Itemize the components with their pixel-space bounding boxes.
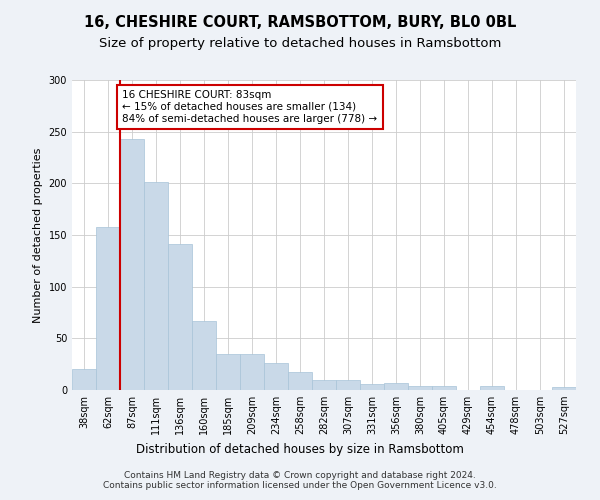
Text: Contains HM Land Registry data © Crown copyright and database right 2024.
Contai: Contains HM Land Registry data © Crown c…	[103, 470, 497, 490]
Bar	[408, 386, 432, 390]
Bar	[72, 370, 96, 390]
Bar	[168, 244, 192, 390]
Bar	[264, 363, 288, 390]
Text: Distribution of detached houses by size in Ramsbottom: Distribution of detached houses by size …	[136, 442, 464, 456]
Bar	[480, 386, 504, 390]
Bar	[312, 380, 336, 390]
Bar	[552, 387, 576, 390]
Bar	[288, 372, 312, 390]
Bar	[120, 139, 144, 390]
Bar	[384, 383, 408, 390]
Bar	[96, 226, 120, 390]
Bar	[240, 354, 264, 390]
Bar	[216, 354, 240, 390]
Text: 16, CHESHIRE COURT, RAMSBOTTOM, BURY, BL0 0BL: 16, CHESHIRE COURT, RAMSBOTTOM, BURY, BL…	[84, 15, 516, 30]
Bar	[432, 386, 456, 390]
Bar	[144, 182, 168, 390]
Text: Size of property relative to detached houses in Ramsbottom: Size of property relative to detached ho…	[99, 38, 501, 51]
Bar	[192, 321, 216, 390]
Bar	[360, 384, 384, 390]
Text: 16 CHESHIRE COURT: 83sqm
← 15% of detached houses are smaller (134)
84% of semi-: 16 CHESHIRE COURT: 83sqm ← 15% of detach…	[122, 90, 377, 124]
Bar	[336, 380, 360, 390]
Y-axis label: Number of detached properties: Number of detached properties	[33, 148, 43, 322]
